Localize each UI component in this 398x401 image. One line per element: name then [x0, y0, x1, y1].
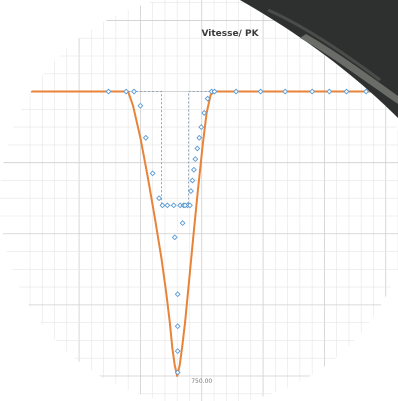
- chart-title: Vitesse/ PK: [201, 29, 259, 39]
- data-point: [105, 88, 112, 95]
- data-point: [123, 88, 130, 95]
- data-point: [233, 88, 240, 95]
- x-tick-label: 750.00: [191, 378, 212, 385]
- data-point: [137, 102, 144, 109]
- data-point: [171, 234, 178, 241]
- data-point: [198, 124, 205, 131]
- speed-curve-series: [30, 90, 398, 377]
- data-point: [190, 166, 197, 173]
- data-point: [257, 88, 264, 95]
- data-point: [211, 88, 218, 95]
- data-point: [188, 188, 194, 195]
- speed-curve-line: [30, 90, 398, 377]
- data-point: [142, 134, 149, 141]
- data-point: [363, 88, 370, 95]
- data-point: [309, 88, 316, 95]
- measured-points-series: [105, 88, 389, 376]
- data-point: [196, 134, 203, 141]
- data-point: [282, 88, 289, 95]
- train-photo-corner: [240, 0, 398, 118]
- data-point: [201, 109, 208, 116]
- data-point: [149, 170, 156, 177]
- data-point: [164, 202, 171, 209]
- data-point: [187, 202, 193, 209]
- data-point: [174, 323, 181, 330]
- data-point: [174, 291, 181, 298]
- data-point: [192, 156, 199, 163]
- data-point: [182, 202, 188, 209]
- data-point: [326, 88, 333, 95]
- data-point: [174, 348, 181, 355]
- data-point: [156, 195, 162, 202]
- data-point: [194, 145, 201, 152]
- data-point: [189, 177, 196, 184]
- data-point: [204, 95, 211, 102]
- data-point: [131, 88, 137, 95]
- data-point: [174, 369, 181, 376]
- data-point: [343, 88, 350, 95]
- data-point: [179, 220, 186, 227]
- data-point: [159, 202, 166, 209]
- data-point: [170, 202, 177, 209]
